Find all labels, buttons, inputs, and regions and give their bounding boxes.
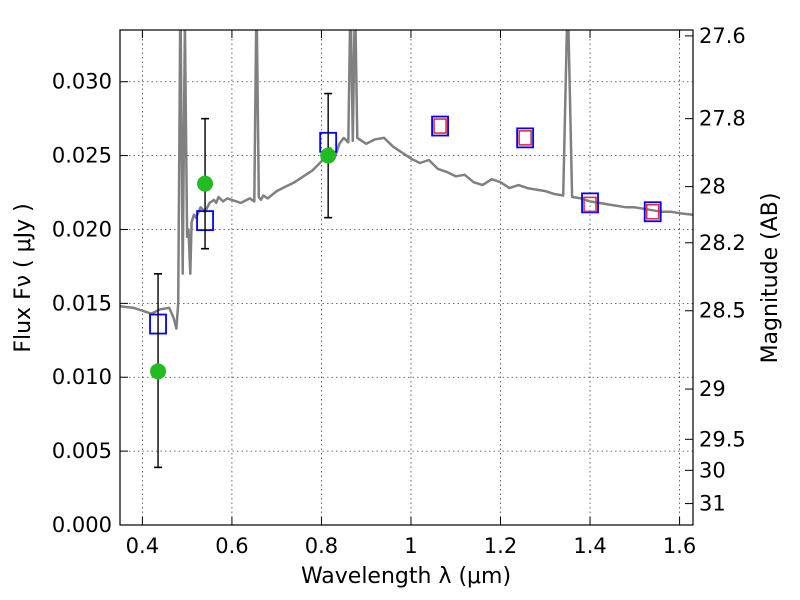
right-tick-label: 30	[699, 458, 726, 482]
measurement-point	[197, 175, 214, 192]
right-tick-label: 28.5	[699, 299, 746, 323]
right-tick-label: 28.2	[699, 231, 746, 255]
right-tick-label: 27.8	[699, 107, 746, 131]
y-tick-label: 0.030	[52, 70, 112, 94]
right-tick-label: 29	[699, 377, 726, 401]
right-tick-label: 31	[699, 492, 726, 516]
photometry-square	[516, 127, 535, 149]
plot-area	[120, 30, 693, 469]
model-photometry-square	[518, 130, 532, 146]
y-tick-label: 0.010	[52, 365, 112, 389]
y-tick-label: 0.025	[52, 144, 112, 168]
y-tick-label: 0.000	[52, 513, 112, 537]
model-photometry-square	[645, 203, 660, 220]
y-axis-label-right: Magnitude (AB)	[758, 193, 783, 364]
photometry-square	[643, 201, 662, 223]
spectrum-line	[120, 30, 693, 330]
x-tick-label: 0.4	[126, 534, 159, 558]
x-axis-label: Wavelength λ (μm)	[301, 564, 511, 589]
y-tick-label: 0.005	[52, 439, 112, 463]
ticks: 0.4 0.6 0.8 1 1.2 1.4 1.6 0.000 0.005 0.010 0.015 0…	[52, 24, 746, 558]
x-tick-label: 1	[404, 534, 417, 558]
photometry-square	[581, 192, 599, 214]
grid	[120, 30, 693, 526]
plot-frame	[119, 29, 694, 526]
model-photometry-square	[583, 196, 597, 213]
right-tick-label: 27.6	[699, 24, 746, 48]
x-tick-label: 0.8	[305, 534, 338, 558]
x-tick-label: 1.2	[484, 534, 517, 558]
photometry-square	[431, 115, 449, 137]
model-photometry-square	[433, 118, 447, 134]
x-tick-label: 1.6	[663, 534, 696, 558]
y-tick-label: 0.020	[52, 217, 112, 241]
measurement-point	[150, 363, 167, 380]
x-tick-label: 1.4	[573, 534, 606, 558]
measurement-point	[320, 147, 337, 164]
right-tick-label: 29.5	[699, 427, 746, 451]
right-tick-label: 28	[699, 175, 726, 199]
y-tick-label: 0.015	[52, 291, 112, 315]
x-tick-label: 0.6	[215, 534, 248, 558]
y-axis-label-left: Flux Fν ( μJy )	[11, 203, 36, 352]
